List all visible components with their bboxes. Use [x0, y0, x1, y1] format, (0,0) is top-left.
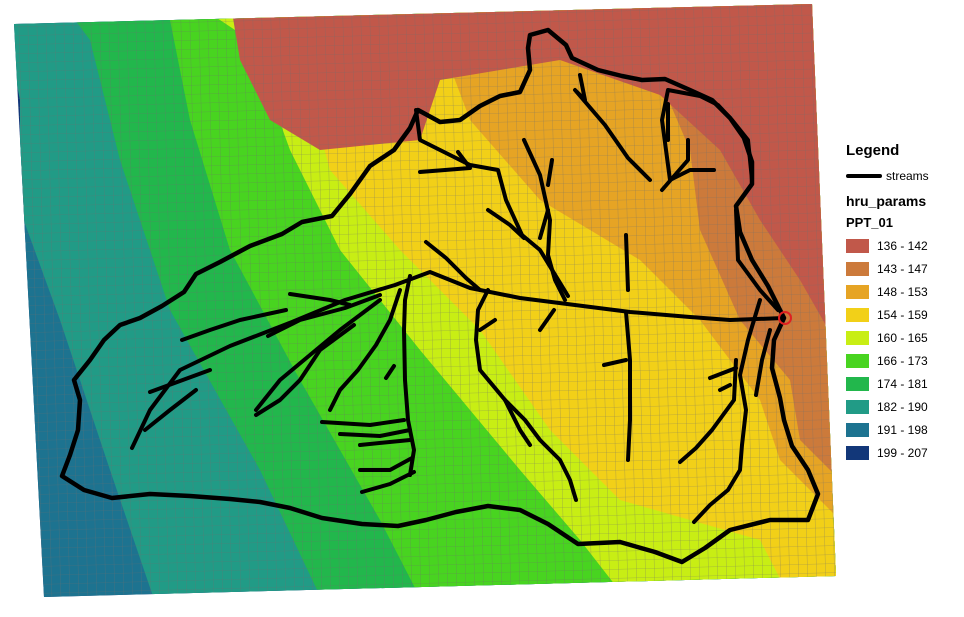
legend-class-9: 199 - 207: [846, 441, 961, 464]
tributary: [538, 308, 556, 332]
tributary: [573, 73, 652, 182]
stream-line-icon: [846, 174, 882, 178]
legend-class-label: 191 - 198: [877, 422, 928, 437]
tributary: [320, 418, 406, 427]
legend-swatch: [846, 330, 869, 345]
tributary: [660, 88, 754, 182]
legend-class-8: 191 - 198: [846, 418, 961, 441]
legend-layer-name: hru_params: [846, 193, 927, 209]
tributary: [143, 388, 198, 432]
legend-class-0: 136 - 142: [846, 234, 961, 257]
legend-classes: 136 - 142 143 - 147 148 - 153 154 - 159 160 …: [846, 234, 961, 464]
tributary: [414, 108, 570, 298]
legend-class-label: 148 - 153: [877, 284, 928, 299]
tributary: [522, 138, 567, 302]
legend-class-label: 182 - 190: [877, 399, 928, 414]
tributary: [678, 358, 738, 464]
tributary: [254, 323, 356, 417]
legend-swatch: [846, 284, 869, 299]
tributary: [624, 310, 632, 462]
tributary: [358, 456, 414, 472]
legend-class-3: 154 - 159: [846, 303, 961, 326]
legend-class-6: 174 - 181: [846, 372, 961, 395]
legend-title: Legend: [846, 142, 900, 159]
outlet-marker: [778, 311, 792, 325]
tributary: [503, 398, 532, 447]
legend-class-label: 136 - 142: [877, 238, 928, 253]
legend-class-label: 160 - 165: [877, 330, 928, 345]
legend-class-2: 148 - 153: [846, 280, 961, 303]
legend-class-label: 199 - 207: [877, 445, 928, 460]
tributary: [602, 358, 628, 367]
legend-class-label: 154 - 159: [877, 307, 928, 322]
tributary: [328, 288, 402, 412]
tributary: [360, 470, 416, 494]
tributary: [478, 318, 497, 332]
tributary: [660, 138, 690, 192]
tributary: [288, 292, 352, 307]
tributary: [708, 366, 738, 380]
legend-field-name: PPT_01: [846, 215, 893, 230]
tributary: [254, 298, 382, 412]
watershed-boundary: [59, 27, 821, 565]
legend-class-label: 143 - 147: [877, 261, 928, 276]
legend-streams: streams: [846, 169, 961, 183]
main-stream: [130, 270, 786, 450]
legend-swatch: [846, 376, 869, 391]
legend-class-label: 174 - 181: [877, 376, 928, 391]
tributary: [424, 240, 482, 292]
tributary: [180, 308, 288, 342]
tributary: [754, 328, 772, 397]
legend-swatch: [846, 238, 869, 253]
legend-class-4: 160 - 165: [846, 326, 961, 349]
tributary: [418, 150, 472, 174]
legend-class-7: 182 - 190: [846, 395, 961, 418]
tributary: [266, 293, 382, 338]
tributary: [538, 208, 550, 240]
legend-swatch: [846, 261, 869, 276]
tributary: [358, 438, 412, 447]
tributary: [692, 298, 762, 524]
legend-streams-label: streams: [886, 169, 929, 183]
legend-swatch: [846, 307, 869, 322]
tributary: [624, 233, 630, 292]
legend-class-label: 166 - 173: [877, 353, 928, 368]
legend: Legend streams hru_params PPT_01 136 - 1…: [846, 142, 961, 464]
tributary: [402, 274, 416, 477]
legend-class-1: 143 - 147: [846, 257, 961, 280]
legend-swatch: [846, 353, 869, 368]
legend-swatch: [846, 422, 869, 437]
streams: [130, 73, 786, 524]
tributary: [734, 208, 780, 312]
tributary: [474, 288, 578, 502]
legend-swatch: [846, 399, 869, 414]
legend-class-5: 166 - 173: [846, 349, 961, 372]
tributary: [718, 383, 732, 392]
tributary: [148, 368, 212, 394]
tributary: [338, 428, 412, 438]
tributary: [546, 158, 554, 187]
tributary: [486, 208, 526, 240]
legend-swatch: [846, 445, 869, 460]
tributary: [384, 364, 396, 380]
